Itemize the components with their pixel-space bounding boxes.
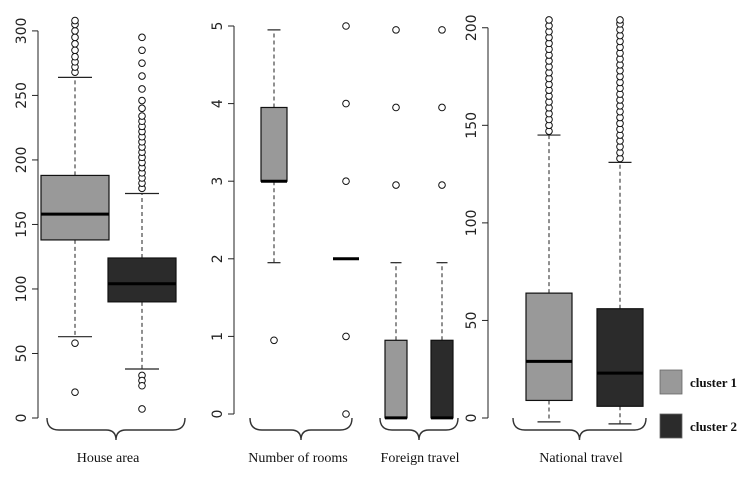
panel-label: House area — [77, 451, 140, 466]
outlier-point — [616, 16, 624, 24]
outlier-point — [138, 72, 146, 80]
panel-1: 0 1 2 3 4 5 Number of rooms — [210, 22, 359, 466]
outlier-point — [138, 381, 146, 390]
outlier-point — [392, 26, 400, 34]
box-iqr — [107, 257, 177, 303]
panel-0: 0 50 100 150 200 250 300 House area — [14, 16, 186, 466]
box-iqr — [260, 106, 288, 182]
panel-2: Foreign travel — [379, 26, 460, 466]
y-tick-label: 3 — [210, 177, 226, 186]
outlier-point — [545, 16, 553, 24]
y-tick-label: 5 — [210, 22, 226, 31]
y-tick-label: 1 — [210, 332, 226, 341]
outlier-point — [71, 339, 79, 347]
y-tick-label: 2 — [210, 254, 226, 263]
y-tick-label: 300 — [14, 18, 30, 45]
outlier-point — [71, 33, 79, 42]
outlier-point — [342, 177, 350, 185]
y-tick-label: 0 — [14, 414, 30, 423]
box-cluster-2 — [430, 26, 454, 420]
box-iqr — [384, 339, 408, 419]
outlier-point — [392, 181, 400, 189]
legend-label: cluster 1 — [690, 375, 737, 390]
box-cluster-2 — [596, 16, 644, 425]
outlier-point — [71, 16, 79, 25]
outlier-point — [138, 59, 146, 67]
legend: cluster 1 cluster 2 — [659, 369, 737, 439]
panel-brace — [46, 417, 186, 441]
panel-label: Foreign travel — [381, 451, 460, 466]
box-iqr — [40, 174, 110, 241]
outlier-point — [438, 26, 446, 34]
outlier-point — [438, 181, 446, 189]
y-tick-label: 4 — [210, 99, 226, 108]
box-cluster-2 — [333, 22, 359, 418]
outlier-point — [438, 103, 446, 112]
box-cluster-2 — [107, 33, 177, 413]
panel-label: National travel — [539, 451, 623, 466]
outlier-point — [71, 27, 79, 35]
outlier-point — [392, 103, 400, 112]
outlier-point — [270, 336, 278, 345]
y-tick-label: 100 — [14, 276, 30, 303]
y-tick-label: 0 — [210, 410, 226, 419]
box-iqr — [525, 292, 573, 402]
panel-label: Number of rooms — [248, 451, 348, 466]
panel-brace — [249, 417, 353, 441]
panel-3: 0 50 100 150 200 National travel — [464, 14, 647, 466]
y-tick-label: 200 — [14, 147, 30, 174]
box-cluster-1 — [384, 26, 408, 420]
outlier-point — [342, 332, 350, 341]
y-tick-label: 150 — [14, 211, 30, 238]
outlier-point — [138, 46, 146, 55]
outlier-point — [342, 99, 350, 108]
outlier-point — [71, 40, 79, 48]
y-tick-label: 250 — [14, 82, 30, 109]
outlier-point — [342, 410, 350, 418]
outlier-point — [138, 33, 146, 42]
box-cluster-1 — [40, 16, 110, 396]
outlier-point — [71, 388, 79, 396]
y-tick-label: 150 — [464, 112, 480, 139]
legend-label: cluster 2 — [690, 419, 737, 434]
box-cluster-1 — [525, 16, 573, 423]
box-iqr — [430, 339, 454, 419]
legend-swatch — [659, 369, 683, 395]
panel-brace — [379, 417, 459, 441]
box-iqr — [596, 308, 644, 407]
outlier-point — [138, 96, 146, 105]
panel-brace — [512, 417, 647, 441]
y-tick-label: 100 — [464, 210, 480, 237]
y-tick-label: 200 — [464, 14, 480, 41]
y-tick-label: 50 — [14, 345, 30, 363]
outlier-point — [138, 104, 146, 113]
outlier-point — [71, 52, 79, 61]
outlier-point — [342, 22, 350, 30]
outlier-point — [138, 85, 146, 93]
outlier-point — [138, 405, 146, 413]
y-tick-label: 50 — [464, 312, 480, 330]
box-cluster-1 — [260, 29, 288, 345]
outlier-point — [71, 46, 79, 55]
outlier-point — [138, 112, 146, 120]
legend-swatch — [659, 413, 683, 439]
y-tick-label: 0 — [464, 414, 480, 423]
